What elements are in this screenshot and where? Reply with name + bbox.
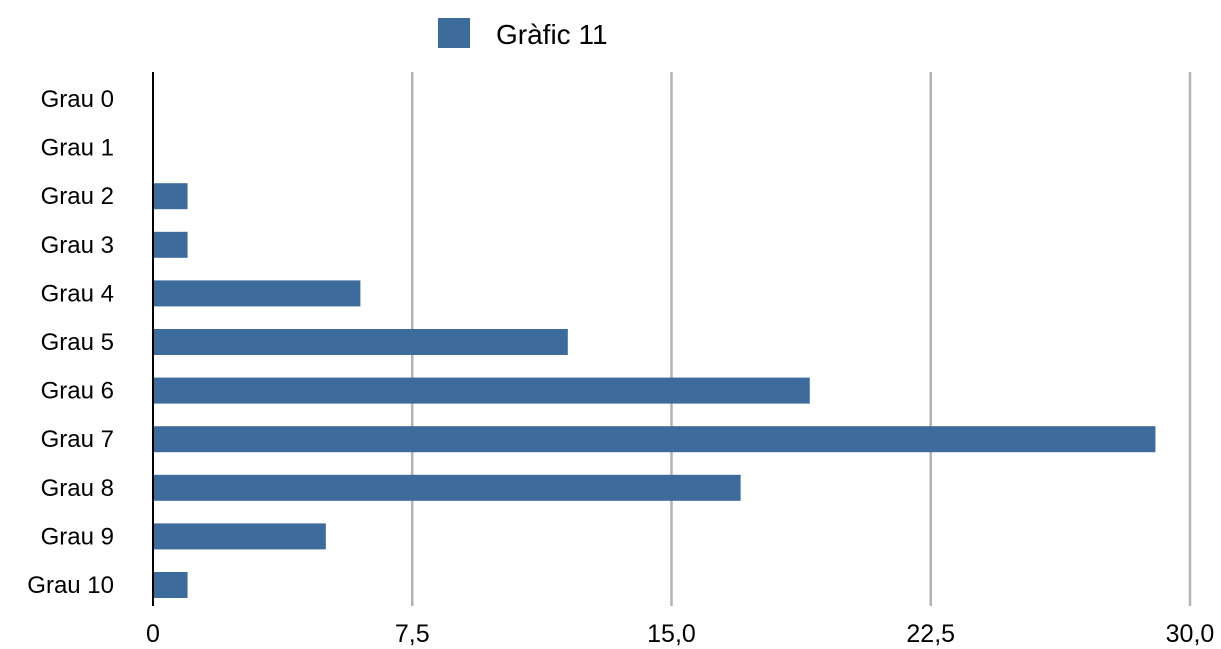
category-labels: Grau 0 Grau 1 Grau 2 Grau 3 Grau 4 Grau 5 Grau… (27, 86, 114, 599)
bar (153, 280, 361, 307)
bars (153, 183, 1156, 598)
bar (153, 474, 741, 501)
category-label: Grau 10 (27, 572, 114, 599)
category-label: Grau 1 (41, 135, 114, 162)
bar (153, 231, 188, 258)
category-label: Grau 0 (41, 86, 114, 113)
bar (153, 329, 568, 355)
category-label: Grau 9 (41, 523, 114, 550)
legend-swatch (438, 18, 470, 48)
category-label: Grau 6 (41, 378, 114, 405)
bar (153, 377, 810, 404)
bar (153, 523, 326, 550)
x-tick-label: 15,0 (647, 620, 696, 648)
category-label: Grau 4 (41, 280, 114, 307)
category-label: Grau 8 (41, 475, 114, 502)
category-label: Grau 2 (41, 183, 114, 210)
legend: Gràfic 11 (438, 18, 608, 50)
category-label: Grau 7 (41, 426, 114, 453)
bar (153, 572, 188, 598)
x-tick-label: 0 (146, 620, 160, 648)
x-tick-label: 7,5 (395, 620, 430, 648)
x-tick-label: 30,0 (1166, 620, 1215, 648)
bar (153, 183, 188, 210)
x-tick-labels: 0 7,5 15,0 22,5 30,0 (146, 620, 1214, 648)
bar (153, 426, 1156, 453)
category-label: Grau 5 (41, 329, 114, 356)
x-tick-label: 22,5 (906, 620, 955, 648)
legend-label: Gràfic 11 (496, 19, 608, 50)
category-label: Grau 3 (41, 232, 114, 259)
